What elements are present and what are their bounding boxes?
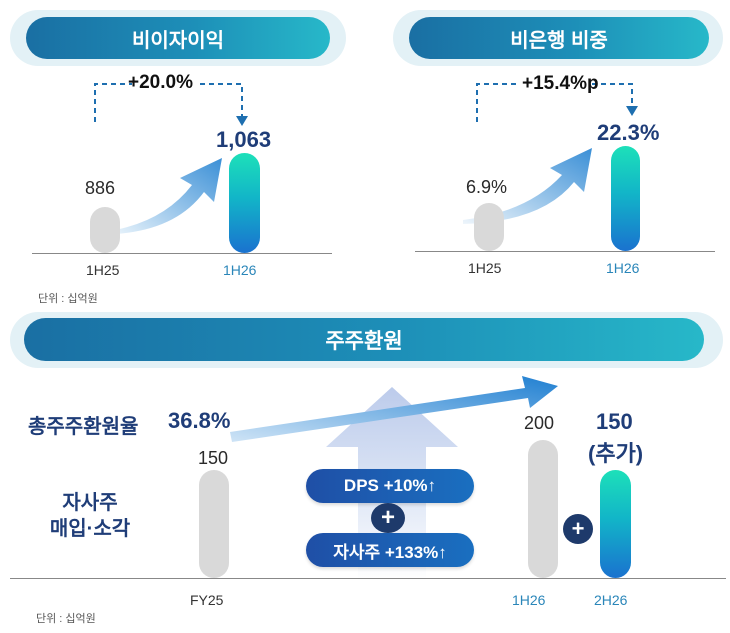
nii-change-label: +20.0% — [128, 72, 193, 93]
nii-baseline — [32, 253, 332, 254]
tick-1h26: 1H26 — [512, 592, 546, 608]
buyback-label: 자사주 매입·소각 — [49, 492, 131, 540]
nonbank-value-1h25: 6.9% — [466, 177, 508, 197]
fy25-bar — [199, 470, 229, 578]
nii-growth-arrow — [115, 158, 222, 234]
nonbank-tick-1h26: 1H26 — [606, 260, 640, 276]
shareholder-baseline — [10, 578, 726, 579]
nii-change-bracket — [94, 83, 248, 126]
h2-26-value: 150 — [596, 409, 633, 434]
h1-26-value: 200 — [524, 413, 555, 433]
nii-bar-1h26 — [229, 153, 260, 253]
h1-26-bar — [528, 440, 558, 578]
nii-unit: 단위 : 십억원 — [38, 293, 98, 305]
nii-bar-1h25 — [90, 207, 120, 253]
dps-badge: DPS +10%↑ — [306, 469, 474, 503]
nonbank-growth-arrow — [463, 148, 592, 224]
nonbank-change-label: +15.4%p — [522, 73, 599, 94]
nonbank-value-1h26: 22.3% — [597, 120, 660, 145]
nonbank-bar-1h26 — [611, 146, 640, 251]
nonbank-change-bracket — [476, 83, 638, 122]
nii-value-1h25: 886 — [85, 178, 116, 198]
h2-26-extra-label: (추가) — [588, 441, 644, 466]
h2-26-bar — [600, 470, 631, 578]
nonbank-baseline — [415, 251, 715, 252]
nonbank-tick-1h25: 1H25 — [468, 260, 502, 276]
nii-title: 비이자이익 — [26, 17, 330, 59]
tick-2h26: 2H26 — [594, 592, 628, 608]
shareholder-title: 주주환원 — [24, 318, 704, 361]
payout-trend-arrow — [230, 376, 558, 442]
buyback-badge: 자사주 +133%↑ — [306, 533, 474, 567]
stack-plus-icon: + — [563, 514, 593, 544]
nonbank-bar-1h25 — [474, 203, 504, 251]
payout-label: 총주주환원율 — [28, 416, 139, 438]
nii-tick-1h26: 1H26 — [223, 262, 257, 278]
shareholder-unit: 단위 : 십억원 — [36, 613, 96, 625]
payout-value: 36.8% — [168, 408, 231, 433]
tick-fy25: FY25 — [190, 592, 224, 608]
nonbank-title: 비은행 비중 — [409, 17, 709, 59]
nii-value-1h26: 1,063 — [216, 127, 272, 152]
badge-plus-icon: + — [371, 503, 405, 533]
fy25-value: 150 — [198, 448, 229, 468]
nii-tick-1h25: 1H25 — [86, 262, 120, 278]
